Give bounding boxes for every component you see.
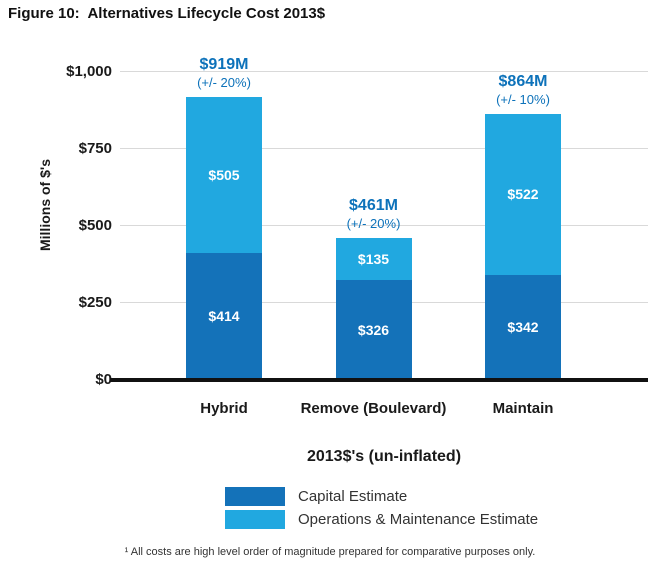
y-tick-label: $500 — [78, 217, 112, 234]
total-tolerance: (+/- 20%) — [197, 74, 251, 90]
total-annotation: $864M (+/- 10%) — [448, 72, 598, 108]
y-tick-label: $1,000 — [66, 63, 112, 80]
y-tick-label: $250 — [78, 294, 112, 311]
x-axis-line — [110, 378, 648, 382]
segment-value-label: $342 — [507, 319, 539, 336]
y-tick-label: $0 — [95, 371, 112, 388]
legend-swatch-capital — [225, 487, 285, 506]
total-value: $461M — [349, 197, 398, 215]
segment-value-label: $414 — [208, 308, 240, 325]
bar-segment-capital: $414 — [186, 252, 262, 380]
legend-label: Operations & Maintenance Estimate — [298, 511, 539, 528]
total-value: $864M — [498, 72, 548, 90]
segment-value-label: $505 — [208, 166, 240, 183]
bar-segment-om: $505 — [186, 96, 262, 253]
total-annotation: $919M (+/- 20%) — [149, 55, 299, 91]
total-annotation: $461M (+/- 20%) — [299, 196, 449, 232]
category-label: Maintain — [492, 400, 554, 417]
footnote: ¹ All costs are high level order of magn… — [124, 546, 536, 558]
legend-swatch-om — [225, 510, 285, 529]
bar-segment-om: $135 — [335, 238, 412, 280]
segment-value-label: $326 — [357, 321, 390, 338]
category-label: Remove (Boulevard) — [300, 400, 447, 417]
legend-label: Capital Estimate — [298, 488, 408, 505]
total-tolerance: (+/- 10%) — [496, 91, 550, 107]
legend: Capital Estimate Operations & Maintenance… — [225, 487, 538, 529]
bar-segment-capital: $326 — [335, 279, 412, 380]
segment-value-label: $135 — [357, 250, 390, 267]
y-axis-title: Millions of $'s — [37, 158, 53, 252]
gridline — [120, 71, 648, 72]
plot-area: $0 $250 $500 $750 $1,000 $414 $505 $919M (+/- 20… — [66, 0, 648, 417]
segment-value-label: $522 — [507, 186, 539, 203]
y-tick-label: $750 — [78, 140, 112, 157]
bar-segment-capital: $342 — [485, 274, 561, 380]
figure-title: Figure 10: Alternatives Lifecycle Cost 2… — [8, 5, 326, 22]
total-value: $919M — [199, 55, 249, 73]
gridline — [120, 148, 648, 149]
total-tolerance: (+/- 20%) — [346, 216, 401, 232]
legend-item: Operations & Maintenance Estimate — [225, 510, 538, 529]
category-label: Hybrid — [200, 400, 248, 417]
legend-item: Capital Estimate — [225, 487, 538, 506]
x-axis-caption: 2013$'s (un-inflated) — [306, 448, 462, 465]
bar-segment-om: $522 — [485, 113, 561, 275]
gridline — [120, 225, 648, 226]
